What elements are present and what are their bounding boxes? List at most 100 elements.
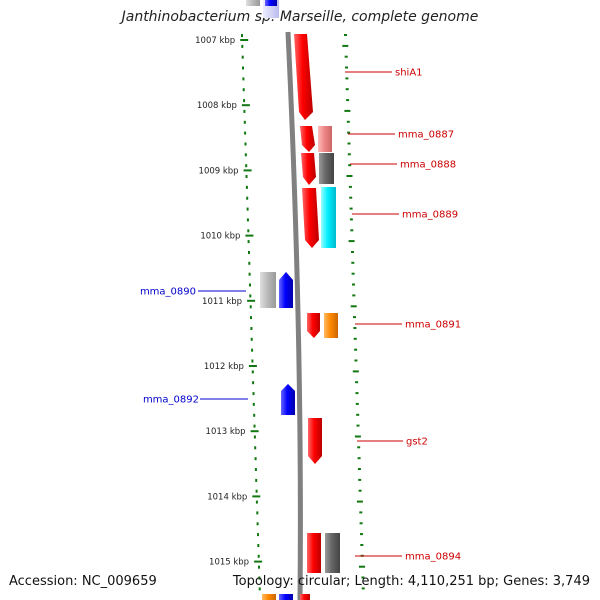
tick-dot — [254, 468, 257, 471]
tick-dot — [250, 316, 252, 320]
feature-bottom-red — [300, 594, 310, 600]
tick-dot — [244, 142, 247, 146]
tick-dot — [355, 402, 359, 405]
accession-label: Accession: NC_009659 — [9, 574, 157, 589]
tick-dot — [353, 337, 357, 340]
tick-dot — [247, 240, 250, 244]
tick-dot — [242, 77, 245, 81]
gene-label-mma_0891[interactable]: mma_0891 — [405, 320, 461, 331]
feature-mma_0894-red — [307, 533, 321, 573]
map-title: Janthinobacterium sp. Marseille, complet… — [121, 9, 479, 25]
tick-dot — [353, 327, 357, 329]
tick-dot — [347, 131, 351, 134]
tick-dot — [250, 337, 253, 341]
tick-dot — [250, 327, 253, 330]
feature-bottom-orange — [262, 594, 276, 600]
tick-dot — [258, 587, 261, 591]
tick-dot — [352, 370, 359, 373]
tick-dot — [252, 402, 255, 406]
tick-dot — [255, 500, 258, 504]
scale-label: 1011 kbp — [202, 297, 242, 307]
tick-dot — [348, 185, 352, 188]
feature-mma_0888-gray — [319, 153, 334, 184]
tick-dot — [357, 468, 361, 470]
gene-label-mma_0892[interactable]: mma_0892 — [143, 395, 199, 406]
tick-dot — [241, 34, 243, 37]
feature-bottom-blue — [279, 594, 293, 600]
scale-label: 1013 kbp — [206, 427, 246, 437]
tick-dot — [241, 44, 244, 48]
tick-dot — [357, 457, 361, 460]
feature-mma_0890-gray — [260, 272, 276, 308]
tick-dot — [253, 424, 256, 428]
gene-label-mma_0888[interactable]: mma_0888 — [400, 160, 456, 171]
tick-dot — [252, 381, 255, 385]
tick-dot — [243, 99, 246, 103]
tick-dot — [244, 131, 247, 135]
major-tick — [252, 495, 261, 498]
feature-top-blue — [265, 0, 277, 6]
gene-label-mma_0887[interactable]: mma_0887 — [398, 130, 454, 141]
feature-mma_0892-blue — [281, 384, 295, 415]
tick-dot — [256, 511, 259, 515]
feature-mma_0887-pink — [318, 126, 332, 152]
gene-label-gst2[interactable]: gst2 — [406, 437, 428, 448]
tick-dot — [344, 34, 347, 36]
tick-dot — [359, 522, 363, 525]
scale-label: 1015 kbp — [209, 558, 249, 568]
tick-dot — [361, 576, 365, 579]
feature-mma_0889-red — [302, 188, 319, 248]
tick-dot — [358, 489, 362, 492]
tick-dot — [246, 196, 249, 200]
feature-gst2-red — [308, 418, 322, 464]
tick-dot — [253, 435, 256, 439]
tick-dot — [354, 359, 358, 362]
tick-dot — [251, 370, 254, 374]
tick-dot — [346, 120, 350, 123]
tick-dot — [356, 500, 363, 503]
major-tick — [250, 430, 259, 433]
tick-dot — [349, 218, 353, 221]
tick-dot — [345, 88, 349, 91]
tick-dot — [355, 392, 359, 395]
feature-mma_0890-blue — [279, 272, 293, 308]
tick-dot — [252, 392, 255, 396]
tick-dot — [347, 153, 351, 156]
gene-labels: shiA1 mma_0887 mma_0888 mma_0889 mma_0890mma… — [140, 68, 461, 563]
tick-dot — [248, 261, 251, 265]
tick-dot — [257, 544, 260, 547]
tick-dot — [352, 283, 355, 286]
tick-dot — [245, 175, 248, 178]
major-tick — [248, 365, 257, 367]
major-tick — [240, 39, 249, 41]
tick-dot — [242, 88, 245, 92]
tick-dot — [257, 533, 259, 537]
major-tick — [243, 169, 252, 172]
tick-dot — [351, 261, 355, 264]
tick-dot — [352, 294, 356, 297]
gene-label-mma_0889[interactable]: mma_0889 — [402, 210, 458, 221]
features — [246, 0, 340, 600]
tick-dot — [350, 229, 354, 232]
gene-label-mma_0894[interactable]: mma_0894 — [405, 552, 461, 563]
tick-dot — [357, 446, 361, 449]
tick-dot — [359, 511, 363, 514]
gene-label-mma_0890[interactable]: mma_0890 — [140, 287, 196, 298]
major-tick — [245, 234, 254, 237]
tick-dot — [242, 66, 244, 70]
gene-label-shiA1[interactable]: shiA1 — [395, 68, 423, 79]
tick-dot — [355, 381, 359, 384]
tick-dot — [251, 359, 254, 363]
scale-label: 1007 kbp — [195, 36, 235, 46]
tick-dot — [253, 413, 256, 417]
tick-dot — [359, 565, 365, 568]
tick-dot — [258, 565, 260, 569]
tick-dot — [247, 229, 250, 233]
feature-mma_0888-red — [301, 153, 316, 185]
tick-dot — [257, 554, 260, 558]
tick-dot — [354, 435, 361, 438]
scale-label: 1012 kbp — [204, 362, 244, 372]
tick-dot — [344, 109, 351, 112]
topology-label: Topology: circular; Length: 4,110,251 bp… — [232, 574, 590, 589]
